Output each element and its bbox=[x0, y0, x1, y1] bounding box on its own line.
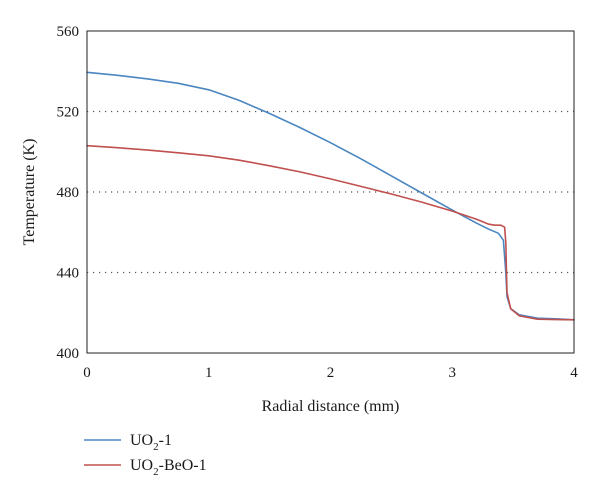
legend-label: UO2-BeO-1 bbox=[130, 457, 207, 478]
series-line bbox=[86, 144, 575, 321]
y-tick-labels: 400 440 480 520 560 bbox=[57, 24, 80, 362]
y-axis-title: Temperature (K) bbox=[21, 139, 38, 246]
x-tick-label: 3 bbox=[449, 365, 457, 381]
series-line bbox=[86, 71, 575, 321]
y-tick-label: 520 bbox=[57, 105, 80, 121]
x-tick-label: 0 bbox=[83, 365, 91, 381]
x-tick-label: 1 bbox=[205, 365, 213, 381]
x-tick-labels: 0 1 2 3 4 bbox=[83, 365, 578, 381]
grid-lines bbox=[87, 110, 574, 274]
plot-area-frame bbox=[86, 30, 575, 354]
x-tick-label: 2 bbox=[327, 365, 335, 381]
y-tick-label: 560 bbox=[57, 24, 80, 40]
y-tick-label: 440 bbox=[57, 266, 80, 282]
x-tick-label: 4 bbox=[570, 365, 578, 381]
series-lines bbox=[86, 71, 575, 321]
x-axis-title: Radial distance (mm) bbox=[262, 398, 400, 415]
legend: UO2-1 UO2-BeO-1 bbox=[84, 432, 207, 478]
y-tick-label: 480 bbox=[57, 185, 80, 201]
y-tick-label: 400 bbox=[57, 346, 80, 362]
legend-label: UO2-1 bbox=[130, 432, 172, 453]
